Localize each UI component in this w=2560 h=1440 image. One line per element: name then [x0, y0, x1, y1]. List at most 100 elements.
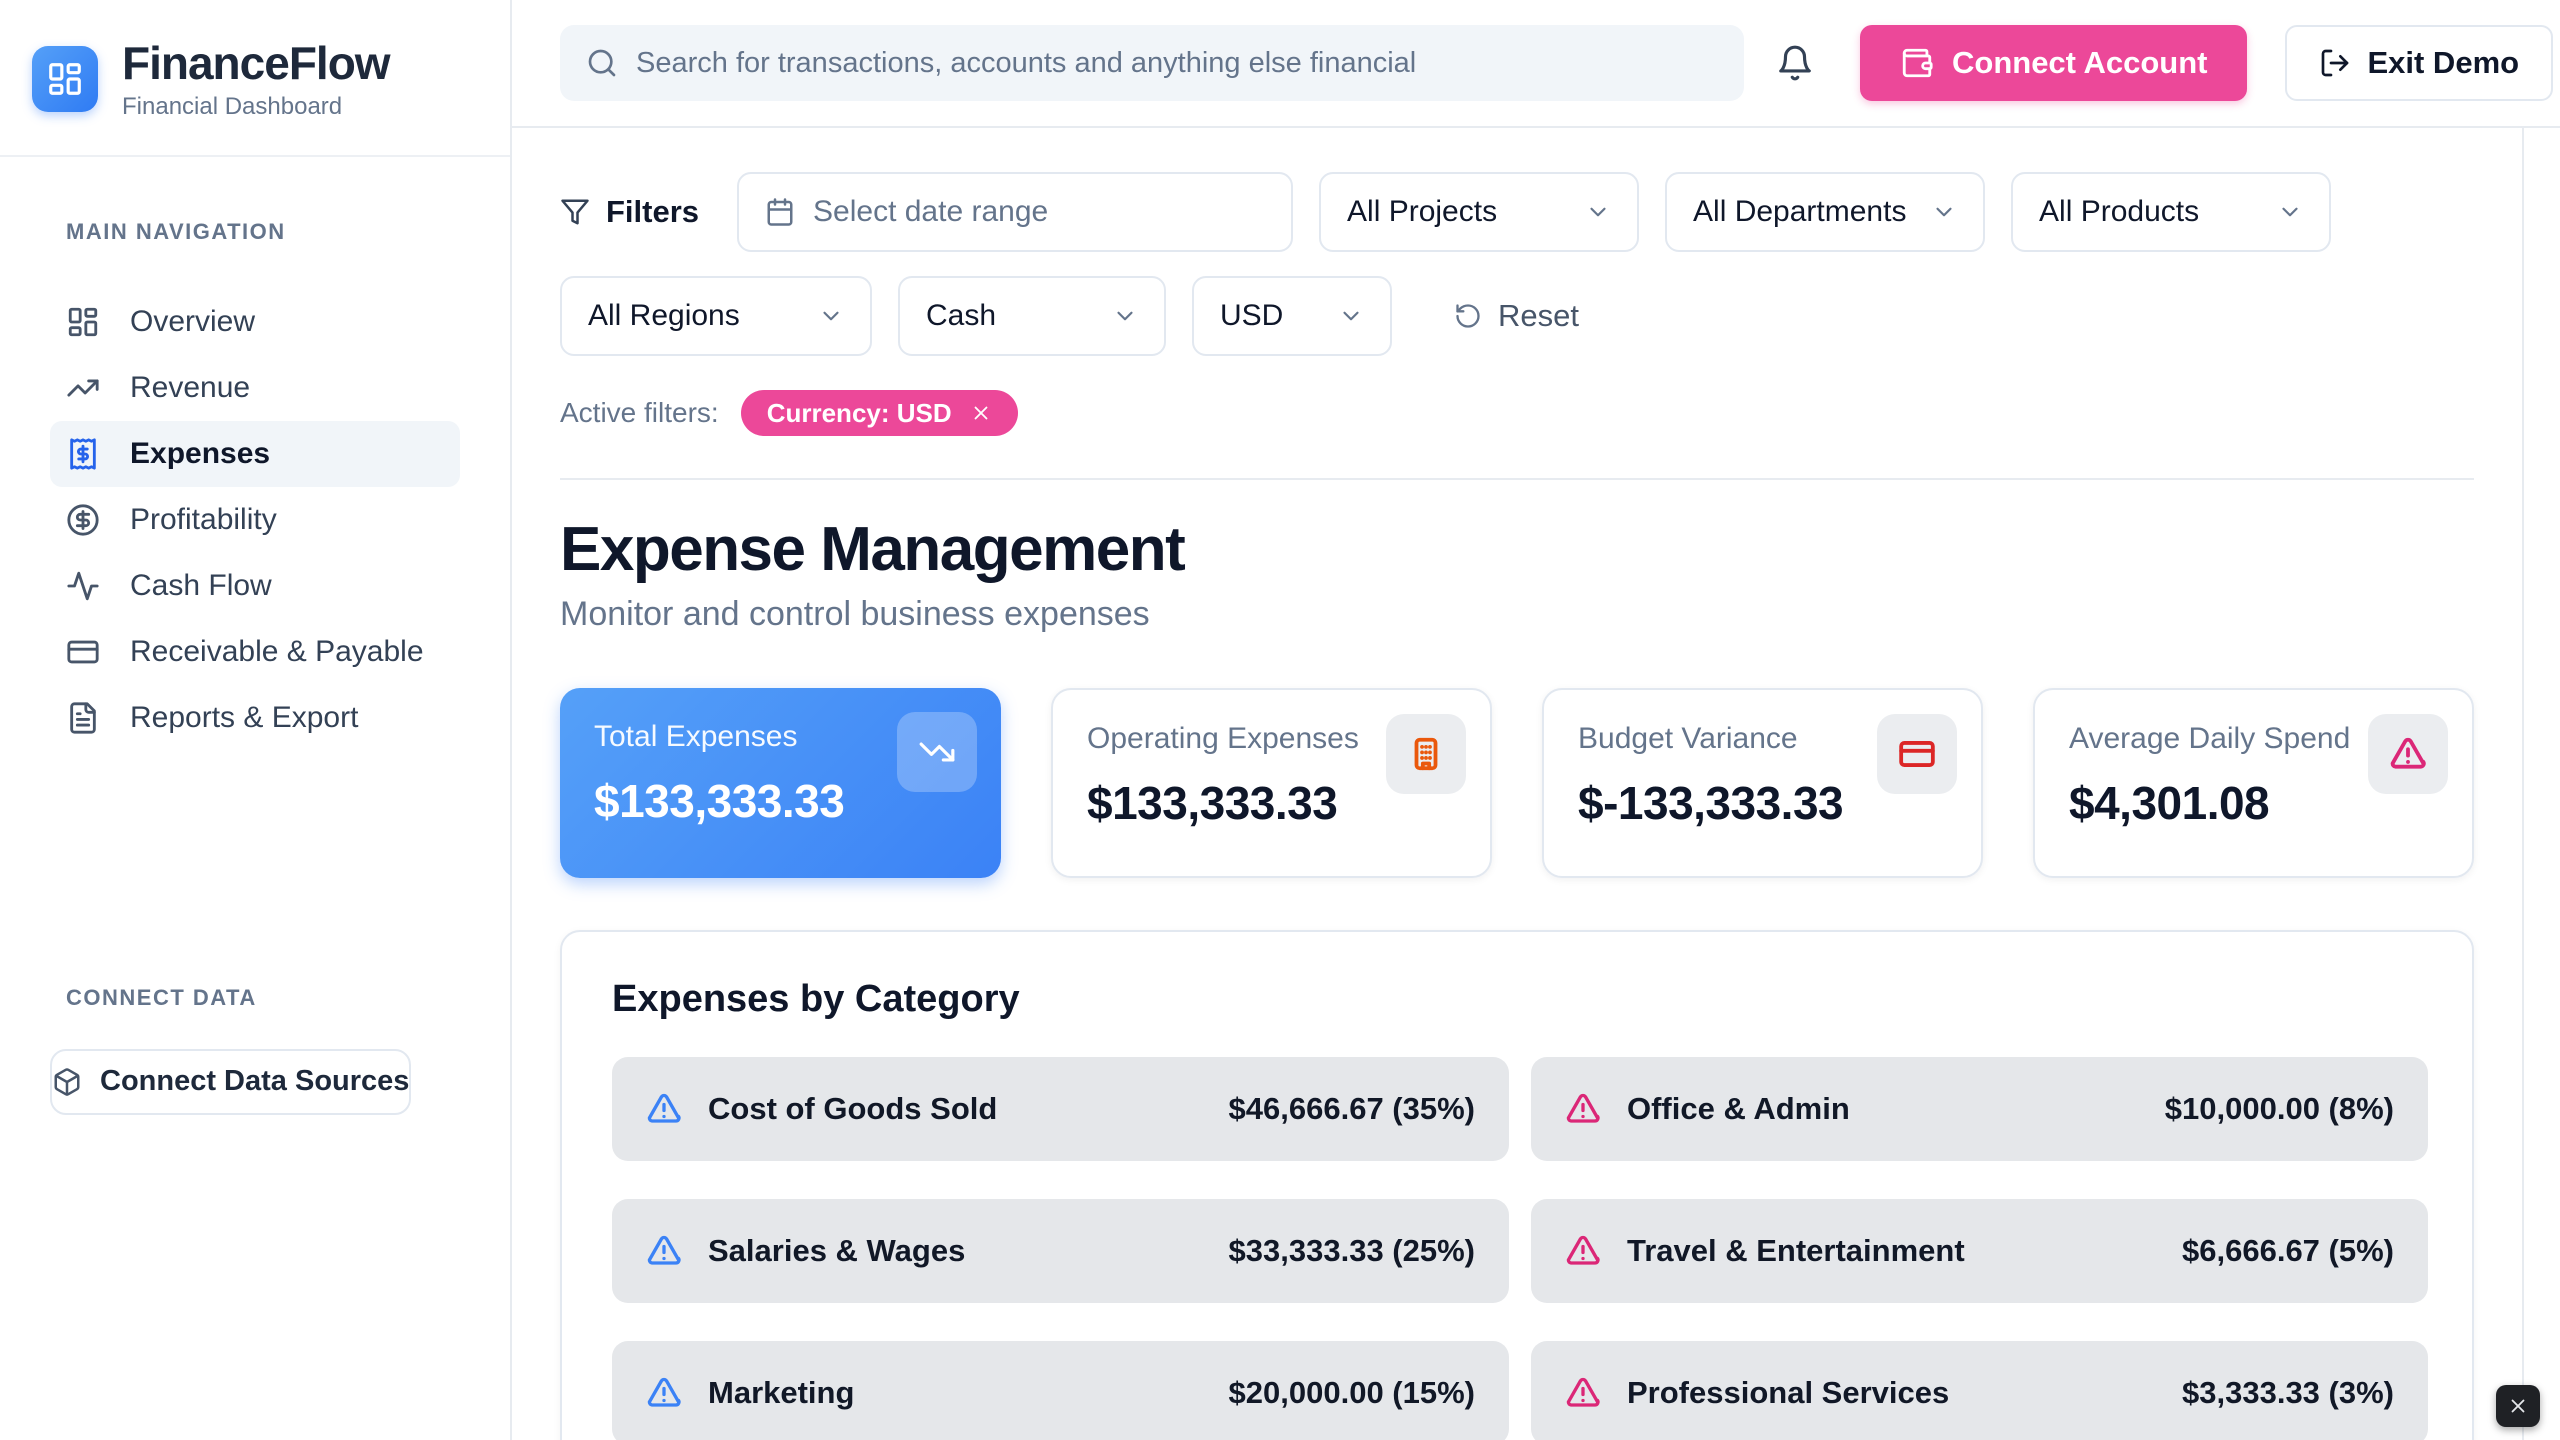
products-select[interactable]: All Products: [2011, 172, 2332, 252]
sidebar-item-label: Reports & Export: [130, 700, 359, 734]
filter-chip-label: Currency: USD: [766, 397, 952, 428]
stat-iconbox: [1877, 714, 1957, 794]
stat-value: $133,333.33: [1087, 777, 1338, 829]
category-name: Professional Services: [1627, 1375, 1950, 1410]
date-range-input[interactable]: Select date range: [737, 172, 1294, 252]
category-name: Travel & Entertainment: [1627, 1233, 1965, 1268]
connect-data-section: CONNECT DATA Connect Data Sources: [0, 985, 510, 1115]
credit-card-icon: [67, 640, 99, 663]
alert-triangle-icon: [647, 1093, 681, 1123]
rotate-ccw-icon: [1456, 304, 1480, 328]
expenses-by-category-panel: Expenses by Category Cost of Goods Sold …: [560, 930, 2474, 1440]
sidebar-item-revenue[interactable]: Revenue: [50, 355, 460, 421]
payment-method-select-value: Cash: [926, 299, 997, 332]
category-name: Salaries & Wages: [708, 1233, 966, 1268]
stat-value: $-133,333.33: [1578, 777, 1844, 829]
filters-label: Filters: [606, 194, 700, 229]
category-row-cost-of-goods-sold[interactable]: Cost of Goods Sold $46,666.67 (35%): [612, 1057, 1509, 1161]
category-amount: $20,000.00 (15%): [1228, 1375, 1475, 1410]
alert-triangle-icon: [647, 1377, 681, 1407]
reset-filters-button[interactable]: Reset: [1454, 298, 1579, 334]
sidebar-item-label: Overview: [130, 304, 256, 338]
chevron-down-icon: [823, 311, 839, 321]
stat-card-budget-variance[interactable]: Budget Variance $-133,333.33: [1542, 688, 1983, 878]
app-name: FinanceFlow: [122, 37, 391, 89]
x-icon[interactable]: [970, 402, 992, 424]
sidebar-item-cash-flow[interactable]: Cash Flow: [50, 553, 460, 619]
credit-card-icon: [1899, 741, 1935, 767]
category-amount: $10,000.00 (8%): [2164, 1091, 2394, 1126]
sidebar-item-overview[interactable]: Overview: [50, 289, 460, 355]
reset-filters-label: Reset: [1498, 298, 1579, 333]
receipt-icon: [70, 438, 96, 470]
projects-select[interactable]: All Projects: [1319, 172, 1640, 252]
overlay-close-button[interactable]: [2496, 1385, 2540, 1427]
file-text-icon: [70, 702, 96, 734]
stat-iconbox: [897, 712, 977, 792]
stat-label: Average Daily Spend: [2069, 722, 2351, 755]
scroll-gutter: [2522, 128, 2524, 1440]
category-row-salaries-wages[interactable]: Salaries & Wages $33,333.33 (25%): [612, 1199, 1509, 1303]
main-area: Connect Account Exit Demo Filters Select…: [512, 0, 2560, 1440]
connect-data-sources-label: Connect Data Sources: [100, 1065, 410, 1098]
active-filters-row: Active filters: Currency: USD: [560, 390, 2474, 436]
sidebar-item-receivable-payable[interactable]: Receivable & Payable: [50, 619, 460, 685]
category-row-professional-services[interactable]: Professional Services $3,333.33 (3%): [1531, 1341, 2428, 1440]
sidebar-item-reports-export[interactable]: Reports & Export: [50, 685, 460, 751]
sidebar-item-label: Revenue: [130, 370, 251, 404]
layout-dashboard-icon: [68, 307, 98, 336]
departments-select[interactable]: All Departments: [1665, 172, 1986, 252]
connect-data-sources-button[interactable]: Connect Data Sources: [50, 1048, 412, 1115]
sidebar-item-expenses[interactable]: Expenses: [50, 420, 460, 487]
chevron-down-icon: [1936, 207, 1952, 217]
category-row-office-admin[interactable]: Office & Admin $10,000.00 (8%): [1531, 1057, 2428, 1161]
category-grid: Cost of Goods Sold $46,666.67 (35%) Offi…: [612, 1057, 2428, 1440]
building-icon: [1414, 737, 1438, 771]
filter-chip-currency-usd[interactable]: Currency: USD: [740, 390, 1018, 436]
products-select-value: All Products: [2039, 195, 2200, 228]
connect-account-button[interactable]: Connect Account: [1860, 25, 2248, 101]
stat-card-average-daily-spend[interactable]: Average Daily Spend $4,301.08: [2033, 688, 2474, 878]
page-title: Expense Management: [560, 515, 1186, 584]
section-divider: [560, 478, 2474, 480]
date-range-placeholder: Select date range: [813, 195, 1049, 228]
page-content: Filters Select date range All Projects A…: [512, 128, 2560, 1440]
alert-triangle-icon: [647, 1235, 681, 1265]
stat-card-total-expenses[interactable]: Total Expenses $133,333.33: [560, 688, 1001, 878]
alert-triangle-icon: [1566, 1377, 1600, 1407]
regions-select-value: All Regions: [588, 299, 740, 332]
category-row-travel-entertainment[interactable]: Travel & Entertainment $6,666.67 (5%): [1531, 1199, 2428, 1303]
category-amount: $3,333.33 (3%): [2182, 1375, 2394, 1410]
stat-value: $4,301.08: [2069, 777, 2270, 829]
category-amount: $6,666.67 (5%): [2182, 1233, 2394, 1268]
sidebar-item-label: Receivable & Payable: [130, 634, 424, 668]
category-name: Marketing: [708, 1375, 855, 1410]
currency-select-value: USD: [1220, 299, 1284, 332]
category-row-marketing[interactable]: Marketing $20,000.00 (15%): [612, 1341, 1509, 1440]
global-search[interactable]: [560, 25, 1744, 101]
sidebar-item-profitability[interactable]: Profitability: [50, 487, 460, 553]
alert-triangle-icon: [1566, 1093, 1600, 1123]
x-icon: [2511, 1399, 2525, 1413]
alert-triangle-icon: [2390, 737, 2426, 769]
search-input[interactable]: [636, 46, 1718, 80]
filters-row-1: Filters Select date range All Projects A…: [560, 172, 2474, 252]
category-amount: $33,333.33 (25%): [1228, 1233, 1475, 1268]
filters-label-group: Filters: [560, 194, 699, 230]
logo-icon: [32, 46, 98, 113]
stat-card-operating-expenses[interactable]: Operating Expenses $133,333.33: [1051, 688, 1492, 878]
app-logo: FinanceFlow Financial Dashboard: [0, 0, 510, 157]
stat-label: Operating Expenses: [1087, 722, 1359, 755]
currency-select[interactable]: USD: [1192, 276, 1392, 356]
notifications-button[interactable]: [1776, 44, 1814, 82]
box-icon: [54, 1067, 80, 1096]
app-subtitle: Financial Dashboard: [122, 92, 343, 120]
stat-label: Budget Variance: [1578, 722, 1798, 755]
exit-demo-button[interactable]: Exit Demo: [2285, 25, 2554, 101]
regions-select[interactable]: All Regions: [560, 276, 872, 356]
wallet-icon: [1902, 48, 1933, 78]
stat-value: $133,333.33: [594, 775, 845, 827]
payment-method-select[interactable]: Cash: [898, 276, 1166, 356]
sidebar-nav: Overview Revenue Expenses Profitability …: [50, 289, 460, 751]
